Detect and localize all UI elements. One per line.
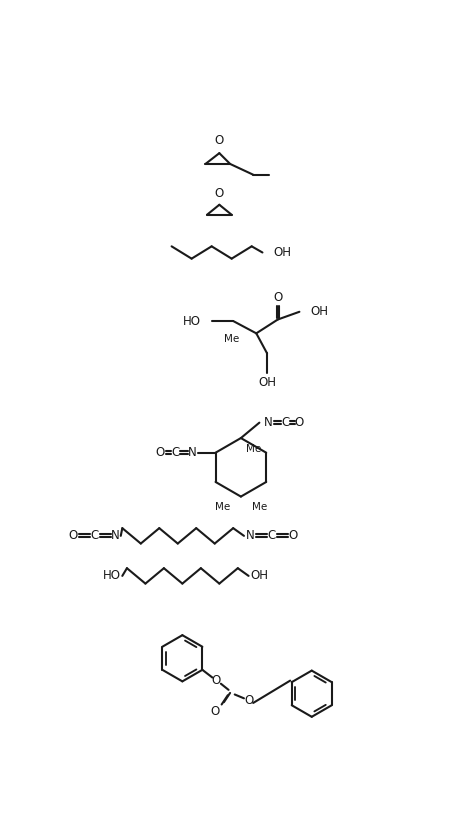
Text: Me: Me — [224, 334, 239, 344]
Text: OH: OH — [309, 305, 327, 318]
Text: Me: Me — [245, 444, 260, 454]
Text: O: O — [68, 529, 78, 543]
Text: HO: HO — [183, 314, 200, 328]
Text: N: N — [245, 529, 254, 543]
Text: HO: HO — [102, 570, 120, 582]
Text: N: N — [188, 446, 196, 459]
Text: O: O — [272, 291, 282, 304]
Text: O: O — [244, 694, 253, 707]
Text: C: C — [90, 529, 98, 543]
Text: O: O — [214, 134, 223, 147]
Text: OH: OH — [272, 246, 290, 259]
Text: O: O — [155, 446, 164, 459]
Text: O: O — [211, 675, 221, 687]
Text: Me: Me — [251, 502, 267, 512]
Text: C: C — [267, 529, 275, 543]
Text: O: O — [288, 529, 297, 543]
Text: O: O — [214, 186, 223, 200]
Text: O: O — [294, 416, 304, 429]
Text: Me: Me — [214, 502, 230, 512]
Text: N: N — [264, 416, 272, 429]
Text: N: N — [111, 529, 120, 543]
Text: C: C — [281, 416, 289, 429]
Text: OH: OH — [258, 376, 276, 389]
Text: OH: OH — [249, 570, 267, 582]
Text: O: O — [210, 705, 219, 718]
Text: C: C — [171, 446, 179, 459]
